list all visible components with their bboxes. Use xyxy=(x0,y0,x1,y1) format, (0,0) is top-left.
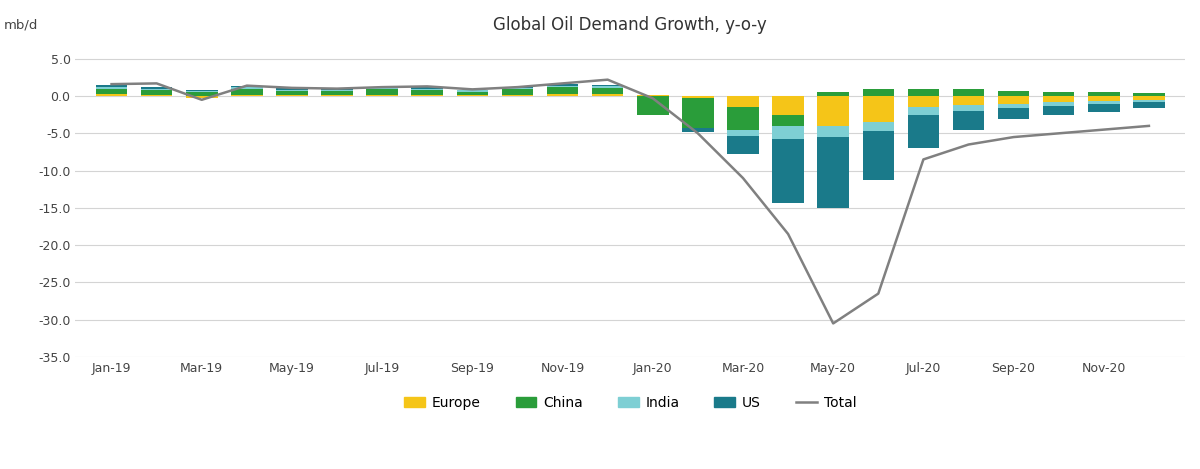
Bar xyxy=(140,88,173,89)
Bar xyxy=(140,90,173,95)
Bar xyxy=(907,96,940,107)
Bar xyxy=(276,95,307,96)
Bar xyxy=(773,96,804,115)
Bar xyxy=(502,88,533,90)
Bar xyxy=(456,95,488,96)
Bar xyxy=(232,88,263,89)
Bar xyxy=(953,90,984,96)
Bar xyxy=(322,89,353,90)
Bar xyxy=(1043,106,1074,115)
Bar xyxy=(773,139,804,203)
Bar xyxy=(96,94,127,96)
Bar xyxy=(276,90,307,91)
Bar xyxy=(412,95,443,96)
Bar xyxy=(863,131,894,180)
Bar xyxy=(276,88,307,90)
Bar xyxy=(682,128,714,132)
Bar xyxy=(953,111,984,129)
Bar xyxy=(186,96,217,98)
Bar xyxy=(547,94,578,96)
Bar xyxy=(232,86,263,88)
Bar xyxy=(502,90,533,95)
Bar xyxy=(1133,93,1165,96)
Bar xyxy=(907,115,940,148)
Bar xyxy=(998,108,1030,119)
Legend: Europe, China, India, US, Total: Europe, China, India, US, Total xyxy=(398,391,862,416)
Bar xyxy=(817,137,848,208)
Bar xyxy=(547,84,578,86)
Bar xyxy=(773,126,804,139)
Bar xyxy=(953,105,984,111)
Bar xyxy=(140,95,173,96)
Bar xyxy=(502,95,533,96)
Bar xyxy=(907,107,940,115)
Bar xyxy=(727,129,758,136)
Bar xyxy=(322,91,353,95)
Bar xyxy=(547,87,578,94)
Bar xyxy=(502,87,533,88)
Bar xyxy=(998,96,1030,104)
Bar xyxy=(592,94,624,96)
Bar xyxy=(1088,101,1120,104)
Bar xyxy=(412,89,443,90)
Bar xyxy=(456,91,488,95)
Bar xyxy=(637,96,668,115)
Bar xyxy=(863,122,894,131)
Bar xyxy=(592,86,624,88)
Bar xyxy=(96,87,127,89)
Bar xyxy=(817,96,848,126)
Bar xyxy=(727,136,758,154)
Bar xyxy=(1043,96,1074,102)
Bar xyxy=(96,85,127,87)
Bar xyxy=(1088,92,1120,96)
Bar xyxy=(998,104,1030,108)
Bar xyxy=(637,95,668,96)
Bar xyxy=(907,89,940,96)
Bar xyxy=(322,90,353,91)
Bar xyxy=(773,115,804,126)
Bar xyxy=(998,91,1030,96)
Bar xyxy=(863,89,894,96)
Bar xyxy=(592,85,624,86)
Bar xyxy=(727,107,758,129)
Bar xyxy=(817,126,848,137)
Bar xyxy=(863,96,894,122)
Bar xyxy=(322,95,353,96)
Bar xyxy=(276,91,307,95)
Bar xyxy=(817,92,848,96)
Bar xyxy=(1133,100,1165,102)
Bar xyxy=(727,96,758,107)
Bar xyxy=(1133,102,1165,108)
Bar xyxy=(547,86,578,87)
Bar xyxy=(1088,104,1120,112)
Bar xyxy=(366,88,398,90)
Bar xyxy=(456,90,488,91)
Bar xyxy=(232,89,263,95)
Bar xyxy=(682,98,714,128)
Bar xyxy=(682,96,714,98)
Bar xyxy=(1043,102,1074,106)
Bar xyxy=(953,96,984,105)
Bar xyxy=(1133,96,1165,100)
Bar xyxy=(186,91,217,92)
Bar xyxy=(1043,91,1074,96)
Bar xyxy=(592,88,624,94)
Bar xyxy=(412,88,443,89)
Bar xyxy=(186,92,217,96)
Bar xyxy=(1088,96,1120,101)
Bar xyxy=(140,89,173,90)
Bar xyxy=(96,89,127,94)
Bar xyxy=(366,90,398,95)
Text: mb/d: mb/d xyxy=(4,19,37,32)
Bar xyxy=(412,90,443,95)
Bar xyxy=(232,95,263,96)
Title: Global Oil Demand Growth, y-o-y: Global Oil Demand Growth, y-o-y xyxy=(493,16,767,34)
Bar xyxy=(366,95,398,96)
